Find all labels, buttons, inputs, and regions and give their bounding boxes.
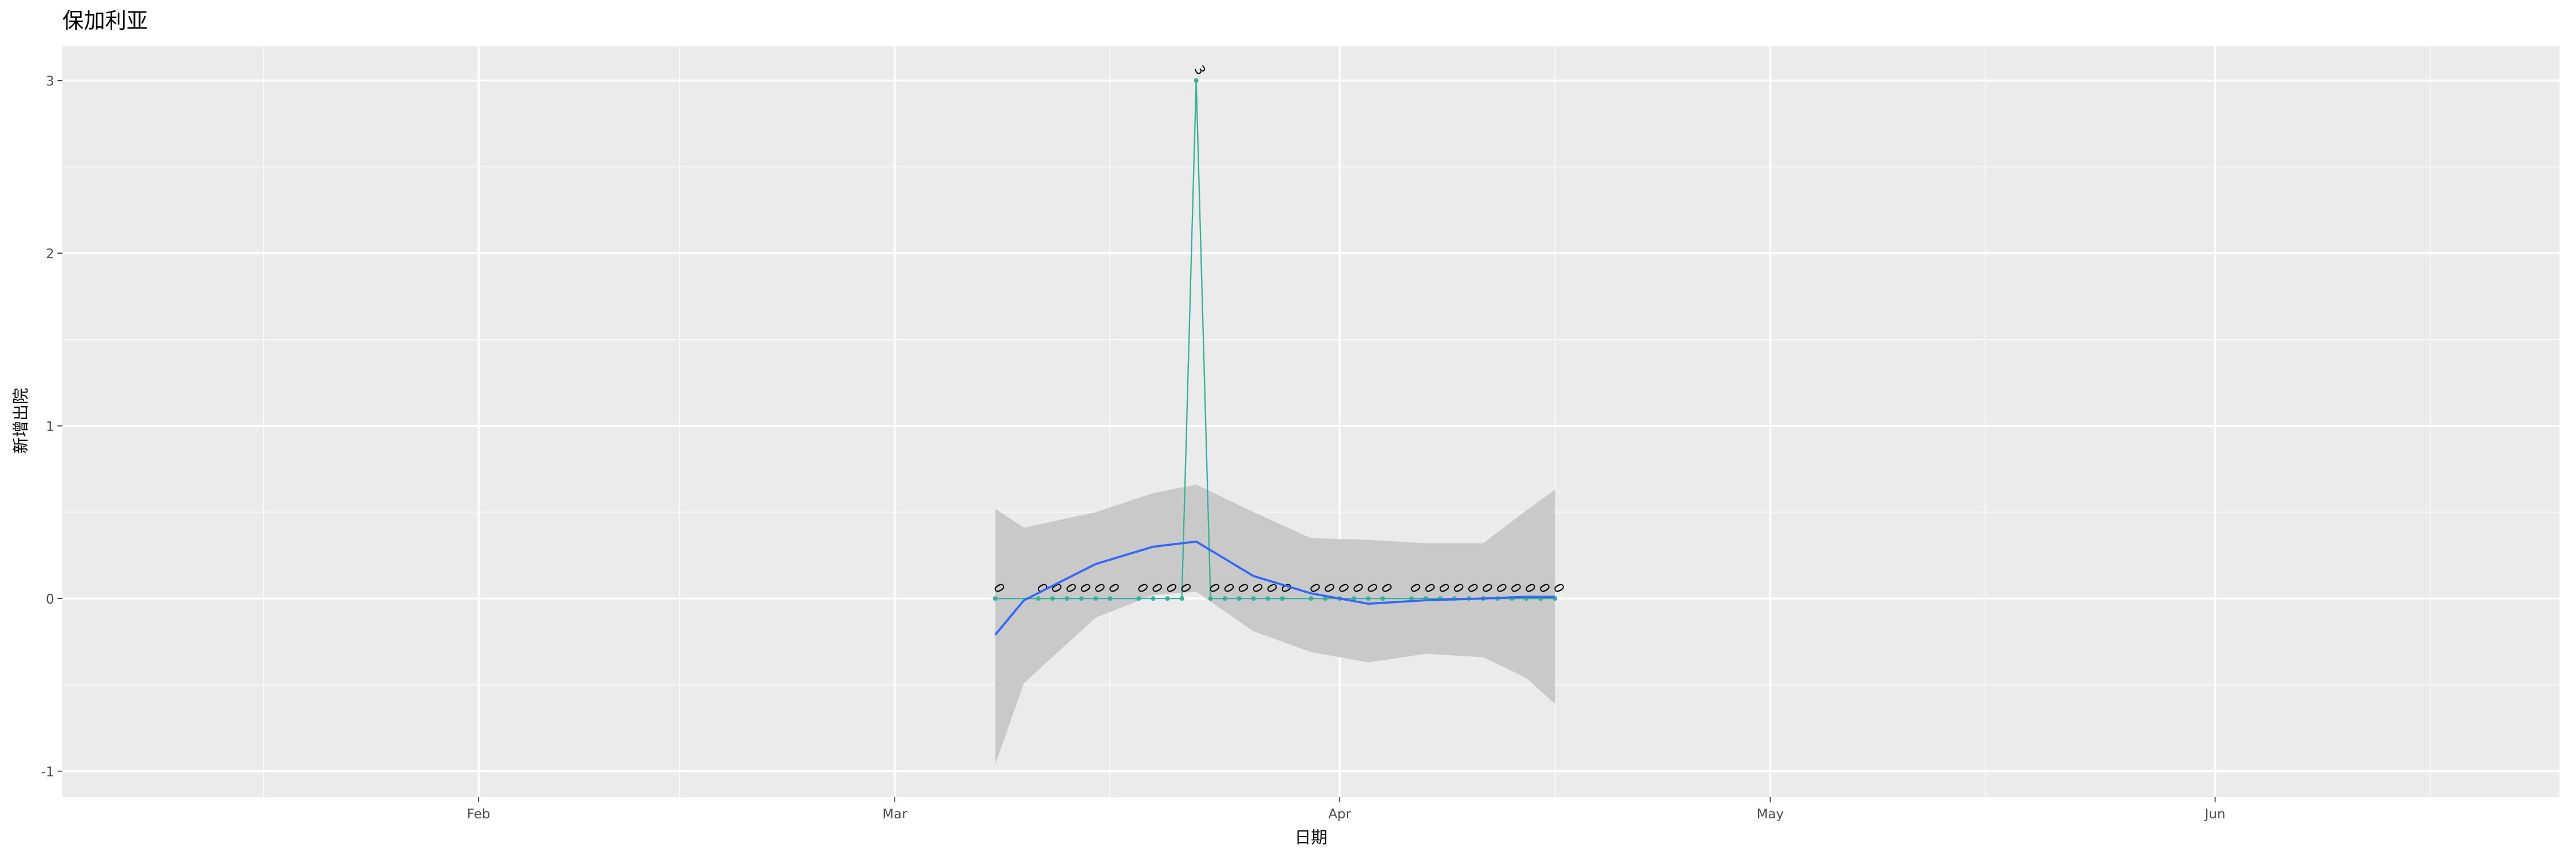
data-point: [1194, 78, 1199, 83]
data-point: [1064, 596, 1070, 601]
y-tick-label: 1: [46, 419, 54, 434]
y-tick-label: 2: [46, 247, 54, 262]
data-point: [1380, 596, 1385, 601]
y-tick-label: 3: [46, 74, 54, 89]
x-tick-label: Feb: [467, 807, 491, 822]
x-tick-label: Jun: [2204, 807, 2226, 822]
confidence-band: [995, 484, 1555, 765]
data-point: [1265, 596, 1270, 601]
data-point: [1165, 596, 1170, 601]
data-point: [1280, 596, 1285, 601]
data-point: [1050, 596, 1055, 601]
data-point: [1222, 596, 1227, 601]
data-point: [1352, 596, 1357, 601]
data-point: [1366, 596, 1371, 601]
chart-title: 保加利亚: [62, 8, 148, 33]
data-point: [1079, 596, 1084, 601]
data-point: [993, 596, 998, 601]
data-point: [1179, 596, 1184, 601]
data-point: [1323, 596, 1328, 601]
data-point: [1309, 596, 1314, 601]
data-point: [1136, 596, 1141, 601]
y-tick-label: -1: [41, 765, 54, 779]
data-point: [1208, 596, 1213, 601]
x-tick-label: Mar: [883, 807, 908, 822]
data-point: [1236, 596, 1242, 601]
smooth-line: [994, 540, 1555, 636]
x-axis-label: 日期: [1294, 828, 1327, 847]
data-point: [1093, 596, 1099, 601]
data-point: [1251, 596, 1256, 601]
data-point: [1409, 596, 1414, 601]
x-tick-label: Apr: [1328, 807, 1351, 822]
data-point: [1151, 596, 1156, 601]
data-point: [1108, 596, 1113, 601]
y-axis-label: 新增出院: [11, 388, 30, 454]
data-point: [1036, 596, 1041, 601]
x-tick-label: May: [1757, 807, 1784, 822]
y-tick-label: 0: [46, 592, 54, 607]
